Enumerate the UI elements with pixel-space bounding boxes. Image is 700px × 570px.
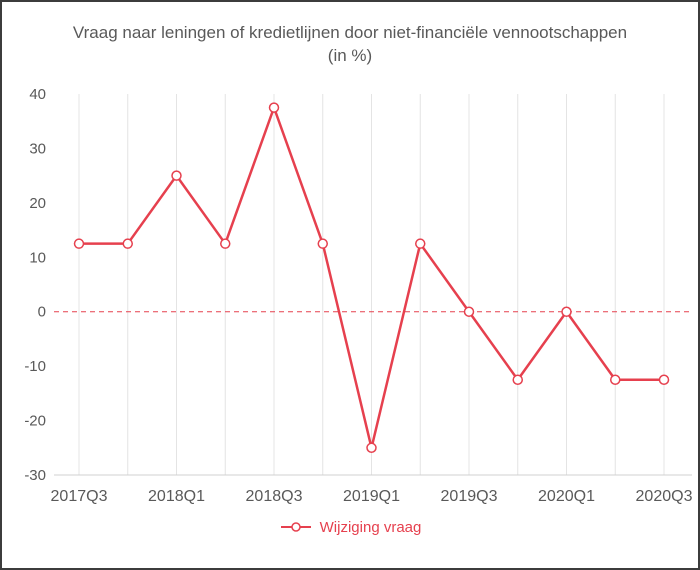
svg-text:2018Q3: 2018Q3: [246, 488, 303, 505]
legend-marker-icon: [280, 522, 311, 533]
svg-text:-30: -30: [24, 467, 46, 484]
legend-label: Wijziging vraag: [319, 518, 422, 536]
svg-text:-10: -10: [24, 358, 46, 375]
svg-text:2019Q1: 2019Q1: [343, 488, 400, 505]
svg-text:10: 10: [29, 249, 46, 266]
legend[interactable]: Wijziging vraag: [2, 519, 698, 536]
svg-text:30: 30: [29, 140, 46, 157]
chart-title: Vraag naar leningen of kredietlijnen doo…: [72, 23, 628, 65]
svg-text:2020Q3: 2020Q3: [636, 488, 693, 505]
line-chart: -30 -20 -10 0 10 20 30 40 2017Q3 2018Q1 2018Q3 2019…: [24, 86, 693, 505]
svg-text:20: 20: [29, 195, 46, 212]
svg-text:2018Q1: 2018Q1: [148, 488, 205, 505]
svg-text:0: 0: [38, 304, 46, 321]
svg-text:2017Q3: 2017Q3: [51, 488, 108, 505]
svg-text:40: 40: [29, 86, 46, 103]
svg-text:2020Q1: 2020Q1: [538, 488, 595, 505]
svg-text:-20: -20: [24, 412, 46, 429]
svg-text:2019Q3: 2019Q3: [441, 488, 498, 505]
